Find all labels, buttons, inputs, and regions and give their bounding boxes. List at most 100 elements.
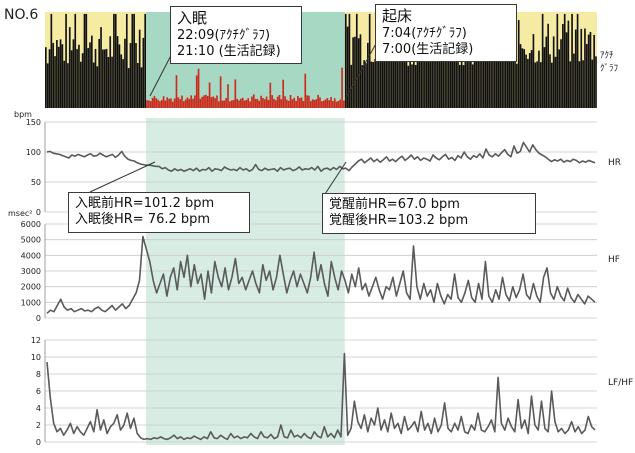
y-tick-label: 150 <box>26 118 41 127</box>
series-line-lf-hf <box>46 352 596 441</box>
actigraph-bar <box>341 67 343 108</box>
actigraph-bar <box>462 65 465 108</box>
actigraph-bar <box>363 60 365 108</box>
actigraph-bar <box>195 75 198 108</box>
actigraph-bar <box>109 36 112 108</box>
wake-up-title: 起床 <box>382 7 413 25</box>
actigraph-bar <box>297 95 299 108</box>
actigraph-bar <box>229 101 231 108</box>
actigraph-bar <box>124 38 126 109</box>
actigraph-bar <box>168 98 170 108</box>
actigraph-bar <box>433 39 435 108</box>
actigraph-bar <box>273 98 275 108</box>
actigraph-bar <box>552 36 555 108</box>
actigraph-bar <box>510 28 513 109</box>
actigraph-bar <box>508 39 511 108</box>
actigraph-bar <box>470 61 472 108</box>
y-tick-label: 0 <box>36 208 41 217</box>
actigraph-bar <box>70 50 73 108</box>
actigraph-bar <box>344 13 347 109</box>
actigraph-bar <box>528 53 531 108</box>
actigraph-bar <box>435 49 437 108</box>
actigraph-bar <box>118 44 121 108</box>
actigraph-bar <box>170 98 172 108</box>
wake-up-annotation: 起床 7:04(ｱｸﾁｸﾞﾗﾌ) 7:00(生活記録) <box>375 4 517 63</box>
actigraph-bar <box>591 59 594 108</box>
actigraph-bar <box>127 68 130 108</box>
actigraph-bar <box>493 47 496 108</box>
actigraph-bar <box>120 54 123 108</box>
actigraph-bar <box>516 63 518 108</box>
actigraph-bar <box>475 22 478 108</box>
actigraph-bar <box>72 39 75 109</box>
actigraph-bar <box>79 61 82 108</box>
actigraph-bar <box>565 32 568 109</box>
actigraph-bar <box>385 49 388 108</box>
actigraph-bar <box>551 62 553 108</box>
actigraph-bar <box>482 42 485 109</box>
actigraph-bar <box>230 100 233 108</box>
wake-up-record-time: 7:00(生活記録) <box>382 42 474 57</box>
actigraph-bar <box>499 51 502 108</box>
y-tick-label: 2000 <box>21 283 41 292</box>
pre-wake-hr-text: 覚醒前HR=67.0 bpm <box>329 197 460 212</box>
actigraph-bar <box>505 49 507 108</box>
actigraph-bar <box>241 97 244 108</box>
wake-up-actigraph-time: 7:04(ｱｸﾁｸﾞﾗﾌ) <box>382 25 467 41</box>
actigraph-bar <box>311 99 314 108</box>
actigraph-bar <box>558 49 561 108</box>
actigraph-bar <box>254 98 257 108</box>
actigraph-bar <box>367 42 369 109</box>
actigraph-bar <box>538 50 540 108</box>
post-sleep-hr-text: 入眠後HR= 76.2 bpm <box>75 212 211 228</box>
actigraph-bar <box>81 53 84 108</box>
actigraph-bar <box>422 22 424 109</box>
actigraph-bar <box>471 64 474 108</box>
actigraph-bar <box>232 100 235 108</box>
actigraph-bar <box>444 37 446 109</box>
y-tick-label: 8 <box>36 370 41 379</box>
actigraph-bar <box>245 99 248 108</box>
sleep-onset-hr-annotation: 入眠前HR=101.2 bpm 入眠後HR= 76.2 bpm <box>68 192 250 233</box>
actigraph-bar <box>278 94 281 108</box>
y-tick-label: 0 <box>36 438 41 447</box>
actigraph-bar <box>94 48 97 108</box>
actigraph-bar <box>67 63 69 108</box>
actigraph-bar <box>289 95 292 108</box>
actigraph-bar <box>269 82 272 108</box>
actigraph-bar <box>321 101 323 108</box>
actigraph-bar <box>111 56 113 108</box>
actigraph-bar <box>376 60 378 108</box>
actigraph-bar <box>59 39 62 109</box>
actigraph-bar <box>315 99 318 108</box>
actigraph-bar <box>449 36 452 109</box>
actigraph-bar <box>584 28 586 108</box>
actigraph-bar <box>113 13 115 109</box>
actigraph-bar <box>512 27 515 109</box>
actigraph-bar <box>530 50 533 108</box>
actigraph-bar <box>313 99 316 108</box>
actigraph-bar <box>105 48 108 108</box>
actigraph-bar <box>206 95 209 108</box>
actigraph-bar <box>477 25 480 108</box>
actigraph-bar <box>243 100 246 108</box>
actigraph-bar <box>374 58 377 108</box>
actigraph-bar <box>65 13 67 109</box>
actigraph-bar <box>481 59 483 108</box>
sleep-onset-annotation: 入眠 22:09(ｱｸﾁｸﾞﾗﾌ) 21:10 (生活記録) <box>170 6 302 65</box>
wake-hr-annotation: 覚醒前HR=67.0 bpm 覚醒後HR=103.2 bpm <box>322 193 536 234</box>
actigraph-bar <box>424 51 426 108</box>
actigraph-bar <box>122 59 124 108</box>
actigraph-bar <box>102 49 104 108</box>
actigraph-bar <box>103 49 106 108</box>
actigraph-bar <box>155 98 158 108</box>
panel-id-label: NO.6 <box>4 7 39 23</box>
actigraph-bar <box>166 97 169 108</box>
actigraph-bar <box>355 13 358 109</box>
actigraph-bar <box>346 26 349 108</box>
actigraph-bar <box>370 61 373 108</box>
actigraph-bar <box>536 61 538 108</box>
actigraph-bar <box>284 96 286 108</box>
actigraph-bar <box>560 39 562 108</box>
actigraph-bar <box>61 44 64 108</box>
